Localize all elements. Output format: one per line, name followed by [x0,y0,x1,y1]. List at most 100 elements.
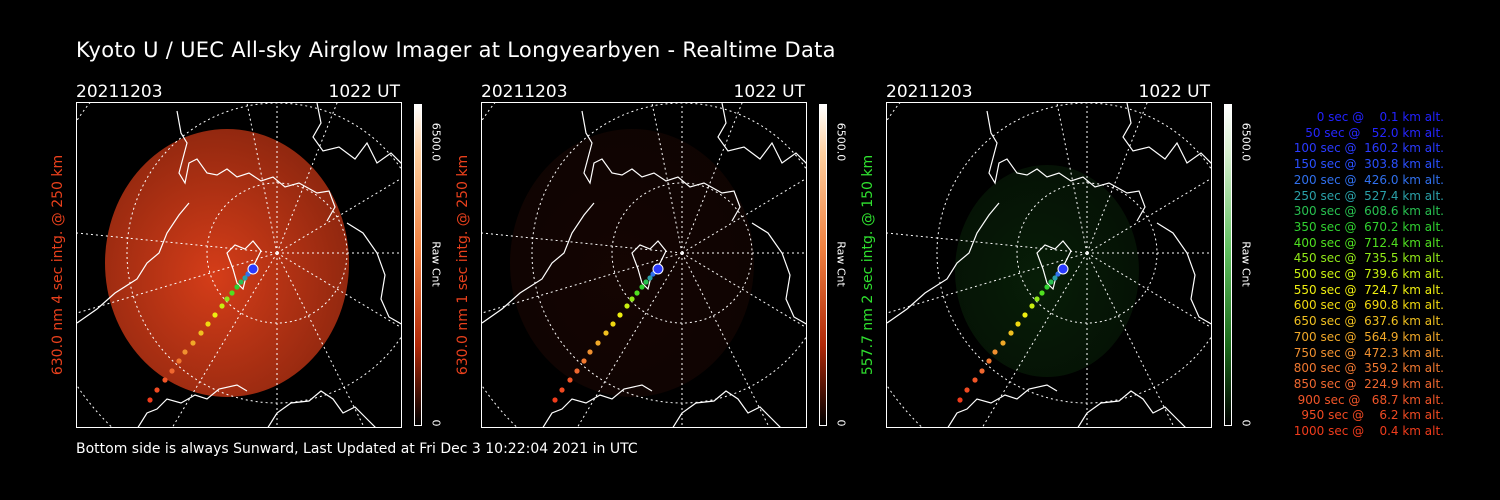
trajectory-point [610,321,616,327]
trajectory-point [205,321,211,327]
legend-item: 950 sec @ 6.2 km alt. [1301,408,1444,423]
footer-status: Bottom side is always Sunward, Last Upda… [76,441,638,457]
panel-ylabel: 630.0 nm 1 sec intg. @ 250 km [455,154,471,376]
coastline [717,103,806,164]
panel-date: 20211203 [481,82,568,102]
trajectory-point [234,284,240,290]
trajectory-point [162,377,168,383]
trajectory-point [1022,312,1028,318]
trajectory-point [639,284,645,290]
panel-date: 20211203 [76,82,163,102]
coastline [986,110,1146,222]
allsky-image-frame [76,102,402,428]
longitude-line [246,103,278,254]
trajectory-point [1048,279,1054,285]
legend-item: 600 sec @ 690.8 km alt. [1293,298,1444,313]
page-title: Kyoto U / UEC All-sky Airglow Imager at … [76,38,836,62]
longitude-line [681,252,806,328]
trajectory-point [574,368,580,374]
legend-item: 200 sec @ 426.0 km alt. [1293,172,1444,187]
legend-item: 500 sec @ 739.6 km alt. [1293,267,1444,282]
coastline [1156,222,1211,325]
airglow-image [510,129,754,397]
legend-item: 750 sec @ 472.3 km alt. [1293,345,1444,360]
trajectory-point [581,358,587,364]
trajectory-point [957,397,963,403]
svalbard-coastline [226,240,262,291]
colorbar-unit-label: Raw Cnt [1239,241,1253,287]
legend-item: 900 sec @ 68.7 km alt. [1297,392,1444,407]
coastline [176,110,336,222]
trajectory-point [238,279,244,285]
trajectory-point [652,263,664,275]
coastline [482,202,595,324]
legend-item: 800 sec @ 359.2 km alt. [1293,361,1444,376]
longitude-line [482,232,683,254]
trajectory-point [979,368,985,374]
trajectory-point [212,312,218,318]
coastline [137,384,248,427]
colorbar-unit-label: Raw Cnt [429,241,443,287]
trajectory-point [634,290,640,296]
legend-item: 50 sec @ 52.0 km alt. [1305,125,1444,140]
longitude-line [1086,252,1211,328]
trajectory-point [1015,321,1021,327]
colorbar-min-label: 0 [834,419,848,427]
trajectory-point [603,330,609,336]
trajectory-point [1052,275,1058,281]
coastline [887,202,1000,324]
longitude-line [681,252,770,427]
trajectory-legend: 0 sec @ 0.1 km alt. 50 sec @ 52.0 km alt… [1262,110,1444,440]
svalbard-coastline [631,240,667,291]
legend-item: 550 sec @ 724.7 km alt. [1293,282,1444,297]
trajectory-point [229,290,235,296]
colorbar-max-label: 6500.0 [1239,122,1253,162]
trajectory-point [1039,290,1045,296]
trajectory-point [1034,296,1040,302]
colorbar [414,104,422,426]
colorbar-min-label: 0 [429,419,443,427]
coastline [581,110,741,222]
trajectory-point [169,368,175,374]
trajectory-point [964,387,970,393]
longitude-line [887,232,1088,254]
airglow-image [105,129,349,397]
allsky-image-frame [481,102,807,428]
trajectory-point [224,296,230,302]
coastline [346,222,401,325]
longitude-line [681,103,743,254]
trajectory-point [559,387,565,393]
longitude-line [1086,178,1211,254]
trajectory-point [147,397,153,403]
panel-ylabel: 630.0 nm 4 sec intg. @ 250 km [50,154,66,376]
allsky-map [887,103,1211,427]
longitude-line [577,252,683,427]
coastline [751,222,806,325]
trajectory-point [617,312,623,318]
coastline [267,390,376,427]
colorbar [819,104,827,426]
colorbar [1224,104,1232,426]
svalbard-coastline [1036,240,1072,291]
imager-panel-1: 20211203 1022 UT 630.0 nm 4 sec intg. @ … [50,78,443,438]
trajectory-point [986,358,992,364]
longitude-line [982,252,1088,427]
legend-item: 1000 sec @ 0.4 km alt. [1293,424,1444,439]
imager-panel-3: 20211203 1022 UT 557.7 nm 2 sec intg. @ … [860,78,1253,438]
coastline [77,202,190,324]
colorbar-max-label: 6500.0 [429,122,443,162]
trajectory-point [247,263,259,275]
coastline [542,384,653,427]
legend-item: 150 sec @ 303.8 km alt. [1293,157,1444,172]
panel-time: 1022 UT [733,82,806,102]
longitude-line [77,232,278,254]
allsky-image-frame [886,102,1212,428]
longitude-line [276,178,401,254]
coastline [312,103,401,164]
legend-item: 650 sec @ 637.6 km alt. [1293,314,1444,329]
legend-item: 700 sec @ 564.9 km alt. [1293,329,1444,344]
trajectory-point [1008,330,1014,336]
trajectory-point [190,340,196,346]
colorbar-max-label: 6500.0 [834,122,848,162]
longitude-line [276,252,401,328]
